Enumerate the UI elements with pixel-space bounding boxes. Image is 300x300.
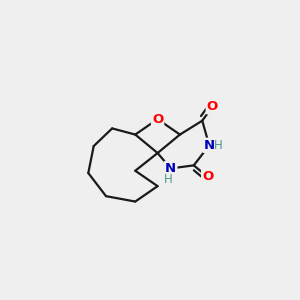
Text: N: N (165, 162, 176, 175)
Text: O: O (202, 170, 213, 183)
Text: H: H (214, 139, 223, 152)
Text: N: N (204, 139, 215, 152)
Text: H: H (164, 173, 173, 186)
Text: O: O (152, 113, 163, 126)
Text: N: N (204, 139, 215, 152)
Text: N: N (165, 162, 176, 175)
Text: O: O (207, 100, 218, 113)
